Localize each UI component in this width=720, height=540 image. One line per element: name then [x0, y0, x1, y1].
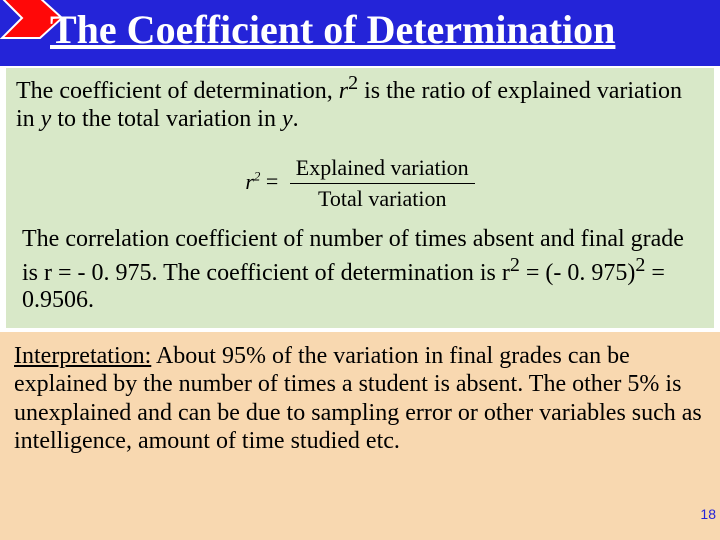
formula-eq: = — [260, 169, 283, 194]
def-y1: y — [41, 106, 52, 132]
def-sup: 2 — [348, 72, 358, 94]
interpretation-text: Interpretation: About 95% of the variati… — [14, 342, 706, 455]
ex-c: = (- 0. 975) — [520, 260, 636, 286]
formula-denominator: Total variation — [290, 184, 475, 212]
ex-sup: 2 — [510, 254, 520, 276]
interp-lead: Interpretation: — [14, 343, 151, 369]
formula-numerator: Explained variation — [290, 155, 475, 184]
page-number: 18 — [700, 506, 716, 522]
formula: r2 = Explained variation Total variation — [16, 155, 704, 212]
slide-title: The Coefficient of Determination — [50, 6, 615, 53]
def-r: r — [339, 78, 348, 104]
def-y2: y — [282, 106, 293, 132]
title-bar: The Coefficient of Determination — [0, 0, 720, 66]
ex-r: r — [44, 260, 52, 286]
ex-b: = - 0. 975. The coefficient of determina… — [52, 260, 502, 286]
def-post2: to the total variation in — [51, 106, 282, 132]
ex-r2: r — [502, 260, 510, 286]
example-text: The correlation coefficient of number of… — [16, 226, 704, 315]
formula-lhs: r2 — [245, 169, 260, 194]
definition-text: The coefficient of determination, r2 is … — [16, 72, 704, 133]
interpretation-panel: Interpretation: About 95% of the variati… — [0, 332, 720, 540]
definition-panel: The coefficient of determination, r2 is … — [6, 68, 714, 328]
ex-sup2: 2 — [635, 254, 645, 276]
def-pre: The coefficient of determination, — [16, 78, 339, 104]
def-period: . — [293, 106, 299, 132]
formula-fraction: Explained variation Total variation — [290, 155, 475, 212]
